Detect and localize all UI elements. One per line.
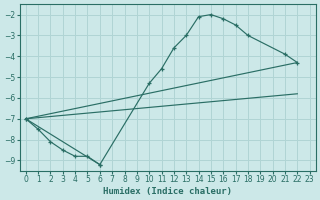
X-axis label: Humidex (Indice chaleur): Humidex (Indice chaleur)	[103, 187, 232, 196]
